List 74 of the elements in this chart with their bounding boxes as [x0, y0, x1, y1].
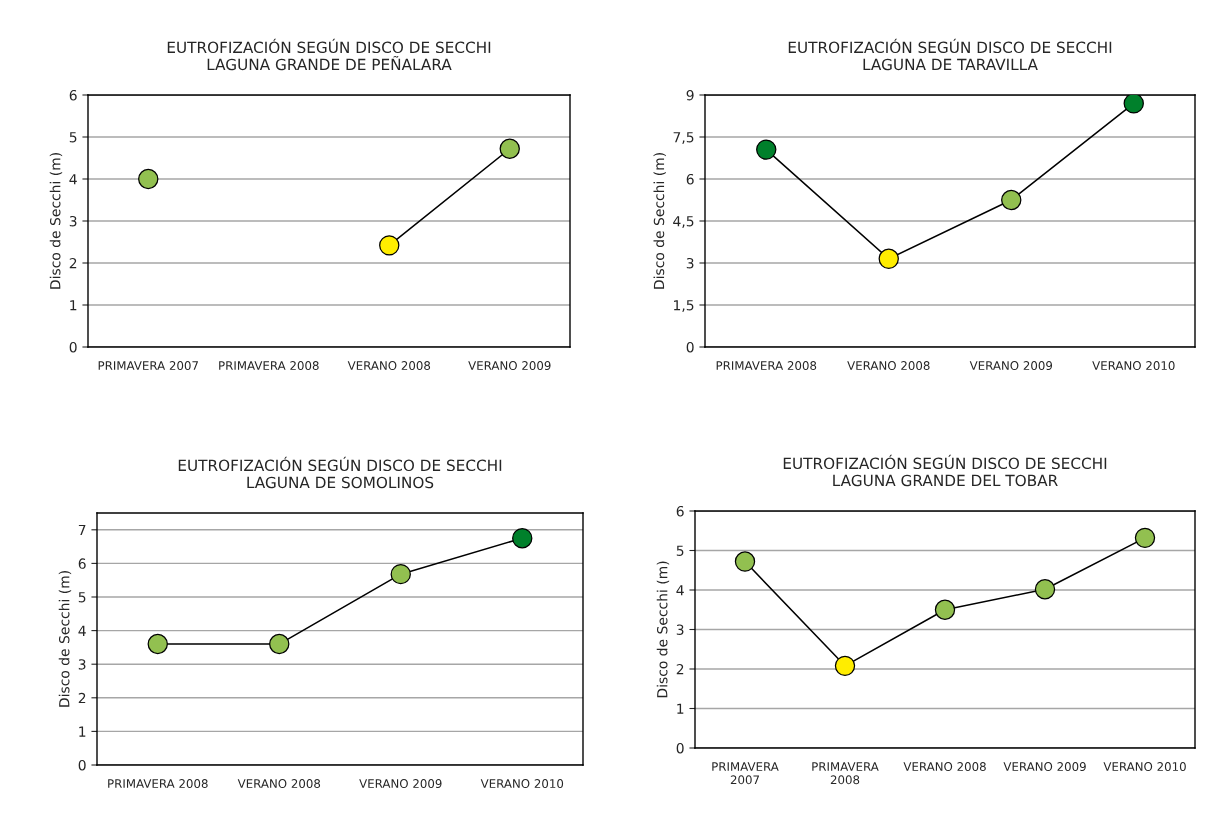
y-axis-title: Disco de Secchi (m): [58, 571, 72, 707]
point: [1134, 527, 1156, 549]
x-tick-label: VERANO 2008: [847, 361, 930, 371]
y-tick-label: 2: [78, 692, 86, 704]
x-tick-label: VERANO 2010: [480, 779, 564, 789]
chart-title: EUTROFIZACIÓN SEGÚN DISCO DE SECCHI: [783, 454, 1107, 470]
y-tick-label: 5: [78, 592, 86, 603]
chart-subtitle: LAGUNA DE SOMOLINOS: [247, 476, 434, 489]
y-tick-label: 7,5: [673, 132, 694, 144]
y-tick-label: 4: [78, 625, 86, 636]
point: [834, 655, 856, 677]
point: [1034, 579, 1056, 600]
point: [512, 528, 533, 549]
y-tick-label: 3: [676, 624, 684, 635]
x-tick-label: VERANO 2008: [237, 779, 321, 789]
y-tick-label: 3: [686, 257, 694, 269]
y-tick-label: 2: [676, 663, 684, 675]
point: [878, 248, 899, 269]
y-tick-label: 1: [677, 703, 684, 714]
point: [390, 563, 411, 585]
y-tick-label: 1: [79, 726, 86, 737]
y-axis-title: Disco de Secchi (m): [656, 561, 670, 698]
y-tick-label: 6: [676, 505, 684, 517]
x-tick-label: VERANO 2008: [347, 361, 431, 371]
point: [1123, 95, 1144, 114]
y-tick-label: 9: [686, 89, 694, 101]
chart-title: EUTROFIZACIÓN SEGÚN DISCO DE SECCHI: [178, 456, 502, 472]
y-tick-label: 4,5: [673, 216, 694, 228]
y-tick-label: 1,5: [674, 300, 694, 312]
chart-title: EUTROFIZACIÓN SEGÚN DISCO DE SECCHI: [167, 38, 491, 54]
x-tick-label: PRIMAVERA 2008: [108, 779, 208, 789]
chart-title: EUTROFIZACIÓN SEGÚN DISCO DE SECCHI: [788, 38, 1112, 54]
x-tick-label: VERANO 2010: [1103, 762, 1186, 772]
y-tick-label: 0: [676, 742, 684, 754]
y-tick-label: 6: [686, 173, 694, 185]
y-tick-label: 3: [78, 659, 86, 670]
y-tick-label: 5: [676, 545, 684, 556]
y-axis-title: Disco de Secchi (m): [49, 153, 63, 289]
point: [138, 168, 159, 190]
y-tick-label: 6: [78, 558, 86, 569]
point: [1001, 189, 1022, 211]
x-tick-label: PRIMAVERA 2008: [219, 361, 319, 371]
x-tick-label: VERANO 2009: [359, 779, 442, 789]
x-tick-label: PRIMAVERA 2008: [812, 762, 879, 785]
point: [379, 235, 400, 256]
x-tick-label: VERANO 2009: [1003, 762, 1086, 772]
chart-subtitle: LAGUNA DE TARAVILLA: [863, 58, 1038, 71]
y-axis-title: Disco de Secchi (m): [653, 153, 666, 289]
point: [147, 633, 168, 655]
y-tick-label: 4: [69, 174, 77, 185]
y-tick-label: 0: [686, 341, 694, 353]
point: [734, 551, 756, 572]
y-tick-label: 6: [69, 89, 77, 101]
x-tick-label: VERANO 2010: [1092, 361, 1175, 371]
x-tick-label: PRIMAVERA 2007: [712, 762, 779, 785]
x-tick-label: PRIMAVERA 2007: [98, 361, 198, 371]
y-tick-label: 3: [69, 215, 77, 227]
y-tick-label: 5: [69, 132, 77, 143]
y-tick-label: 0: [78, 759, 86, 771]
x-tick-label: VERANO 2009: [969, 361, 1053, 371]
point: [499, 138, 520, 159]
y-tick-label: 4: [676, 585, 684, 596]
point: [269, 633, 290, 655]
x-tick-label: PRIMAVERA 2008: [716, 361, 817, 371]
chart-subtitle: LAGUNA GRANDE DEL TOBAR: [833, 474, 1058, 487]
chart-subtitle: LAGUNA GRANDE DE PEÑALARA: [207, 55, 452, 71]
y-tick-label: 2: [69, 257, 77, 269]
x-tick-label: VERANO 2009: [468, 361, 551, 371]
point: [934, 599, 956, 620]
y-tick-label: 7: [78, 524, 86, 536]
point: [756, 139, 777, 160]
x-tick-label: VERANO 2008: [903, 762, 986, 772]
y-tick-label: 0: [69, 341, 77, 353]
y-tick-label: 1: [70, 300, 77, 311]
